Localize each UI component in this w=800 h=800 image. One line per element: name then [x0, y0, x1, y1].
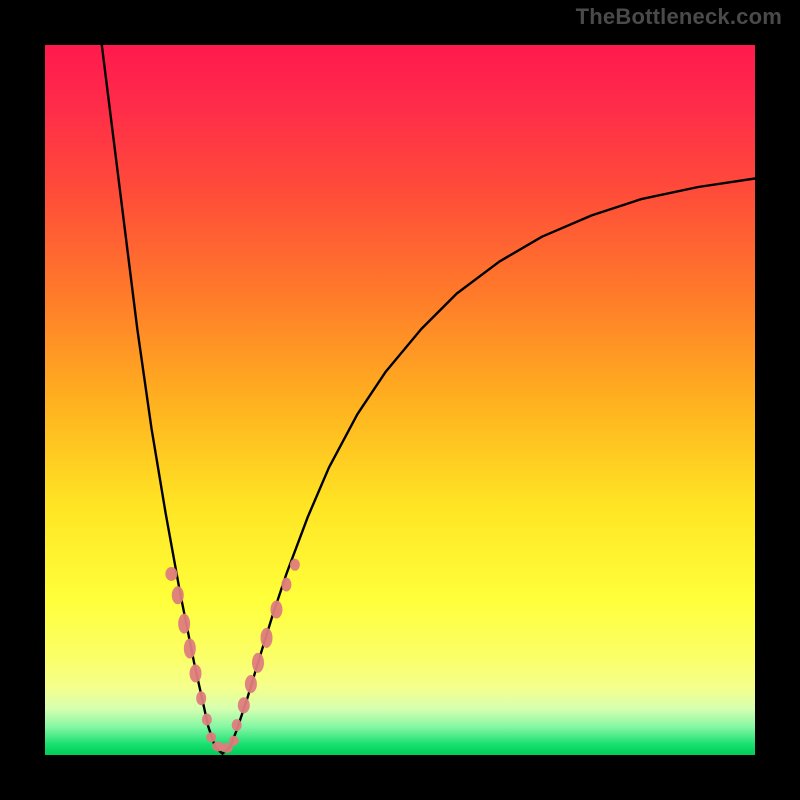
bottleneck-chart-svg [0, 0, 800, 800]
chart-stage: TheBottleneck.com [0, 0, 800, 800]
watermark-text: TheBottleneck.com [576, 4, 782, 30]
gradient-background [45, 45, 755, 755]
